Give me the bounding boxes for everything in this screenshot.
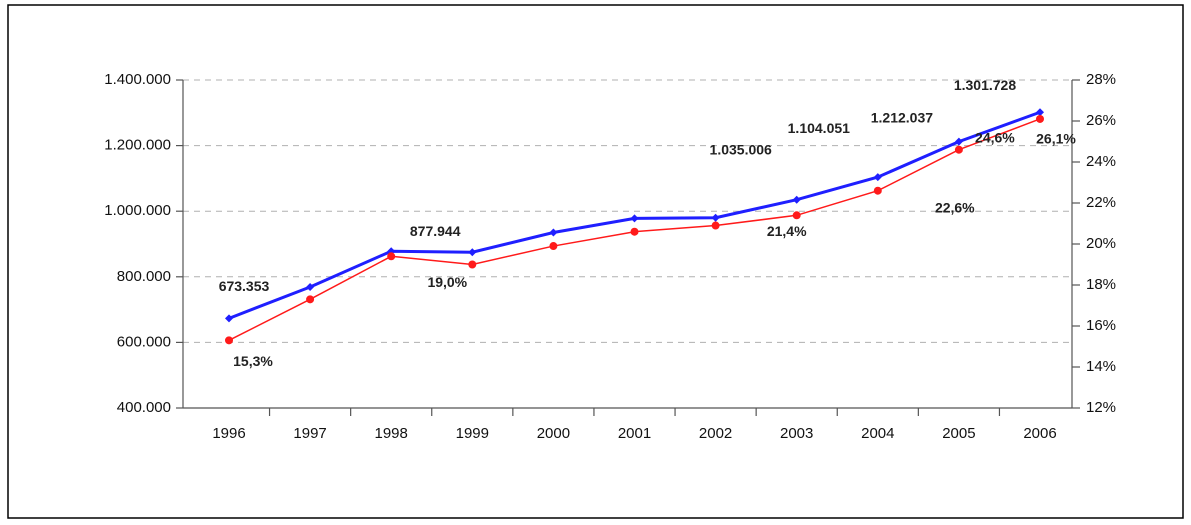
point [549,242,558,251]
data-label: 21,4% [767,223,807,239]
y2-tick-label: 22% [1086,194,1116,211]
x-tick-label: 2003 [780,425,813,442]
data-label: 1.212.037 [871,109,933,125]
data-label: 19,0% [427,274,467,290]
point [711,213,720,222]
point [630,227,639,236]
data-label: 15,3% [233,353,273,369]
x-tick-label: 2004 [861,425,894,442]
frame [7,4,1184,519]
point [306,282,315,291]
y-tick-label: 600.000 [117,333,171,350]
x-tick-label: 1999 [456,425,489,442]
data-label: 24,6% [975,129,1015,145]
point [468,248,477,257]
data-label: 22,6% [935,199,975,215]
x-tick-label: 1998 [375,425,408,442]
point [792,195,801,204]
point [549,228,558,237]
y2-tick-label: 18% [1086,276,1116,293]
point [387,252,396,261]
x-tick-label: 2001 [618,425,651,442]
y2-tick-label: 24% [1086,153,1116,170]
x-tick-label: 1997 [293,425,326,442]
x-tick-label: 1996 [212,425,245,442]
y-tick-label: 800.000 [117,268,171,285]
point [1036,114,1044,123]
y-tick-label: 1.200.000 [104,137,171,154]
x-tick-label: 2002 [699,425,732,442]
point [306,295,315,304]
point [225,336,233,345]
x-tick-label: 2000 [537,425,570,442]
y2-tick-label: 14% [1086,358,1116,375]
point [630,214,639,223]
point [873,173,882,182]
point [1036,108,1044,117]
y-tick-label: 1.000.000 [104,202,171,219]
point [873,186,882,195]
point [954,145,963,154]
point [225,314,233,323]
y2-tick-label: 28% [1086,71,1116,88]
x-tick-label: 2005 [942,425,975,442]
point [711,221,720,230]
data-label: 26,1% [1036,131,1076,147]
data-label: 673.353 [219,278,270,294]
data-label: 1.035.006 [710,141,772,157]
x-tick-label: 2006 [1023,425,1056,442]
y2-tick-label: 20% [1086,235,1116,252]
data-label: 1.104.051 [788,120,850,136]
y2-tick-label: 16% [1086,317,1116,334]
y2-tick-label: 12% [1086,399,1116,416]
point [792,211,801,220]
point [954,137,963,146]
data-label: 1.301.728 [954,77,1016,93]
y-tick-label: 400.000 [117,399,171,416]
data-label: 877.944 [410,223,461,239]
y2-tick-label: 26% [1086,112,1116,129]
y-tick-label: 1.400.000 [104,71,171,88]
point [468,260,477,269]
